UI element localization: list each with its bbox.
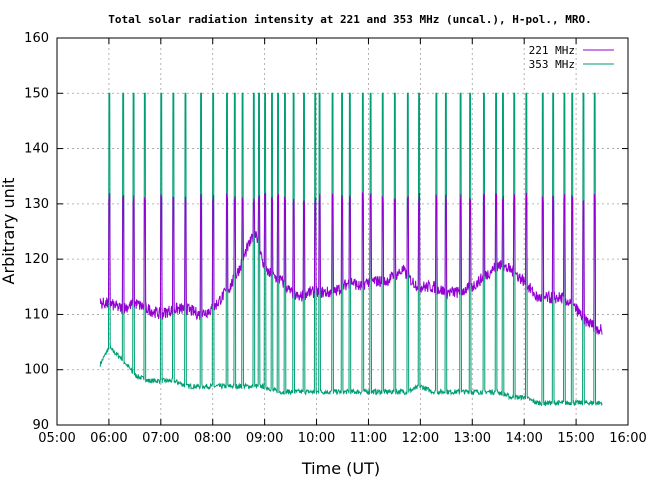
x-tick-label: 08:00	[194, 431, 231, 446]
x-tick-label: 16:00	[609, 431, 646, 446]
x-tick-label: 05:00	[38, 431, 75, 446]
legend-label-221: 221 MHz	[529, 44, 575, 57]
plot-frame	[56, 37, 629, 426]
x-tick-label: 06:00	[90, 431, 127, 446]
y-axis-ticks: 90 100 110 120 130 140 150 160	[24, 31, 628, 433]
series-layer	[99, 92, 603, 407]
x-tick-label: 10:00	[298, 431, 335, 446]
y-tick-label: 160	[24, 31, 49, 46]
x-tick-label: 07:00	[142, 431, 179, 446]
x-tick-label: 14:00	[505, 431, 542, 446]
x-axis-ticks: 05:00 06:00 07:00 08:00 09:00 10:00 11:00 12:00…	[38, 38, 647, 446]
y-tick-label: 140	[24, 142, 49, 157]
legend-label-353: 353 MHz	[529, 58, 575, 71]
x-tick-label: 15:00	[557, 431, 594, 446]
x-axis-label: Time (UT)	[301, 459, 380, 478]
series-line-221-mhz	[99, 191, 603, 335]
x-tick-label: 09:00	[246, 431, 283, 446]
x-tick-label: 13:00	[454, 431, 491, 446]
y-tick-label: 90	[32, 418, 49, 433]
x-tick-label: 11:00	[350, 431, 387, 446]
y-tick-label: 130	[24, 197, 49, 212]
y-tick-label: 110	[24, 307, 49, 322]
y-tick-label: 150	[24, 86, 49, 101]
y-tick-label: 120	[24, 252, 49, 267]
legend: 221 MHz 353 MHz	[529, 44, 614, 71]
series-line-353-mhz	[99, 92, 603, 407]
chart-title: Total solar radiation intensity at 221 a…	[108, 13, 591, 26]
y-tick-label: 100	[24, 363, 49, 378]
x-tick-label: 12:00	[402, 431, 439, 446]
y-axis-label: Arbitrary unit	[0, 178, 18, 285]
